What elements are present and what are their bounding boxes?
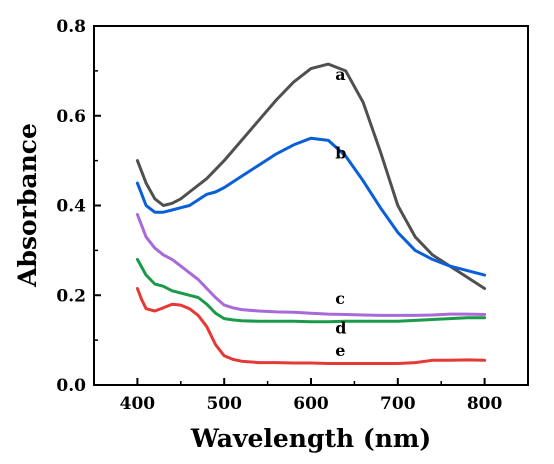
plot-frame (93, 25, 529, 386)
y-axis-ticks: 0.0 0.2 0.4 0.6 0.8 (56, 17, 101, 396)
y-tick-label: 0.0 (56, 376, 86, 396)
x-tick-label: 600 (293, 394, 329, 414)
series-line-c (135, 213, 487, 317)
curve-label-a: a (335, 65, 345, 84)
x-tick-label: 500 (206, 394, 242, 414)
y-tick-label: 0.8 (56, 17, 86, 37)
curve-label-d: d (335, 318, 346, 337)
curve-label-e: e (335, 341, 345, 360)
series-line-a (135, 62, 487, 290)
curve-label-b: b (335, 143, 346, 162)
x-axis-title: Wavelength (nm) (190, 424, 431, 453)
series-line-d (135, 257, 487, 324)
y-tick-label: 0.4 (56, 197, 86, 217)
curve-label-c: c (335, 289, 345, 308)
series-line-b (135, 136, 487, 277)
y-tick-label: 0.2 (56, 286, 86, 306)
y-tick-label: 0.6 (56, 107, 86, 127)
x-tick-label: 800 (467, 394, 503, 414)
x-axis-ticks: 400 500 600 700 800 (120, 378, 503, 414)
y-axis-title: Absorbance (13, 123, 42, 288)
x-tick-label: 700 (380, 394, 416, 414)
curve-annotations: a b cde (335, 65, 346, 360)
series-lines (135, 62, 487, 365)
x-tick-label: 400 (120, 394, 156, 414)
series-line-e (135, 287, 487, 365)
